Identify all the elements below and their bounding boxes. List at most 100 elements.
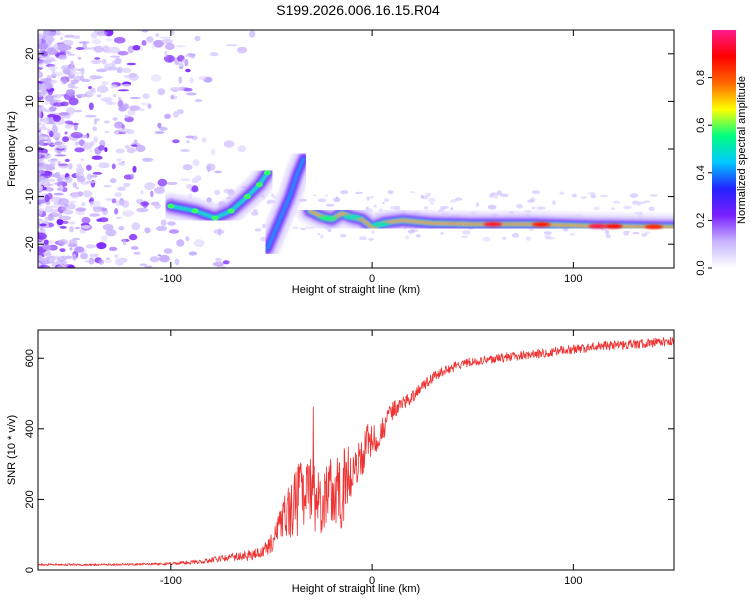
colorbar-ticks: 0.0 0.2 0.4 0.6 0.8 — [695, 70, 712, 276]
heatmap-cell — [92, 126, 98, 132]
heatmap-cell — [185, 92, 197, 96]
heatmap-cell — [207, 164, 211, 173]
heatmap-cell — [114, 192, 122, 198]
heatmap-cell — [121, 160, 125, 164]
heatmap-cell — [63, 45, 72, 51]
heatmap-cell — [366, 196, 370, 201]
heatmap-cell — [77, 56, 82, 60]
heatmap-cell — [631, 200, 639, 205]
heatmap-cell — [324, 194, 328, 197]
heatmap-cell — [60, 36, 64, 40]
heatmap-cell — [43, 117, 50, 124]
heatmap-cell — [49, 31, 57, 37]
heatmap-cell — [115, 158, 122, 162]
heatmap-cell — [96, 68, 108, 73]
heatmap-cell — [182, 164, 193, 171]
heatmap-cell — [171, 94, 174, 100]
heatmap-cell — [127, 109, 136, 116]
heatmap-cell — [38, 139, 45, 146]
heatmap-cell — [86, 173, 93, 181]
heatmap-cell — [611, 207, 616, 211]
heatmap-cell — [39, 223, 47, 227]
heatmap-cell — [93, 45, 104, 53]
heatmap-cell — [211, 148, 216, 156]
heatmap-cell — [69, 247, 73, 251]
heatmap-cell — [144, 227, 151, 234]
heatmap-cell — [163, 248, 173, 254]
heatmap-cell — [38, 184, 44, 192]
heatmap-bead — [167, 203, 175, 209]
heatmap-cell — [531, 206, 536, 210]
heatmap-cell — [82, 190, 93, 198]
heatmap-cell — [80, 157, 84, 162]
heatmap-cell — [46, 182, 51, 188]
heatmap-cell — [64, 131, 68, 135]
heatmap-cell — [171, 30, 175, 35]
heatmap-cell — [104, 259, 112, 264]
heatmap-cell — [648, 206, 655, 212]
heatmap-cell — [104, 147, 108, 153]
heatmap-cell — [136, 207, 149, 213]
heatmap-cell — [117, 89, 130, 92]
heatmap-cell — [103, 185, 112, 188]
heatmap-cell — [141, 157, 154, 162]
heatmap-cell — [38, 105, 45, 109]
heatmap-cell — [47, 251, 52, 255]
heatmap-cell — [214, 189, 221, 196]
heatmap-cell — [49, 130, 54, 138]
heatmap-cell — [60, 101, 69, 107]
heatmap-cell — [272, 195, 277, 199]
heatmap-cell — [59, 226, 67, 229]
heatmap-cell — [46, 40, 53, 46]
heatmap-cell — [101, 235, 108, 242]
heatmap-cell — [180, 178, 191, 181]
colorbar-tick-label: 0.8 — [695, 70, 707, 85]
heatmap-cell — [212, 261, 224, 267]
heatmap-cell — [139, 263, 148, 266]
heatmap-cell — [593, 206, 600, 211]
heatmap-cell — [113, 94, 117, 98]
heatmap-cell — [198, 76, 207, 81]
heatmap-cell — [43, 239, 49, 245]
heatmap-cell — [75, 47, 85, 50]
heatmap-cell — [82, 47, 93, 50]
heatmap-cell — [68, 64, 74, 69]
heatmap-cell — [38, 32, 43, 40]
heatmap-cell — [101, 58, 107, 65]
heatmap-cell — [373, 204, 377, 208]
heatmap-cell — [126, 147, 136, 154]
heatmap-cell — [38, 94, 43, 98]
heatmap-cell — [222, 260, 230, 265]
heatmap-cell — [81, 216, 91, 224]
heatmap-cell — [92, 38, 101, 45]
heatmap-cell — [84, 114, 97, 118]
heatmap-cell — [106, 101, 117, 105]
heatmap-cell — [44, 100, 49, 105]
heatmap-cell — [142, 200, 148, 209]
heatmap-cell — [105, 229, 117, 237]
heatmap-cell — [38, 176, 42, 183]
colorbar-label: Normalized spectral amplitude — [736, 76, 748, 224]
heatmap-cell — [38, 218, 43, 222]
heatmap-hotspot — [318, 216, 337, 221]
heatmap-cell — [122, 210, 135, 217]
heatmap-cell — [38, 44, 48, 50]
heatmap-cell — [73, 75, 82, 82]
heatmap-cell — [383, 198, 390, 202]
heatmap-hotspot — [532, 222, 551, 227]
heatmap-cell — [129, 97, 141, 99]
heatmap-cell — [153, 39, 164, 48]
heatmap-cell — [112, 117, 118, 121]
ridge-beads — [167, 170, 271, 221]
heatmap-cell — [88, 102, 94, 111]
heatmap-cell — [104, 130, 109, 134]
heatmap-hotspot — [371, 222, 390, 227]
heatmap-cell — [253, 209, 258, 212]
heatmap-cell — [54, 154, 67, 157]
heatmap-cell — [206, 197, 212, 203]
heatmap-hotspot — [483, 222, 502, 227]
heatmap-cell — [599, 194, 609, 198]
heatmap-cell — [47, 59, 57, 62]
spectrogram-x-tick-label: 100 — [564, 273, 582, 285]
